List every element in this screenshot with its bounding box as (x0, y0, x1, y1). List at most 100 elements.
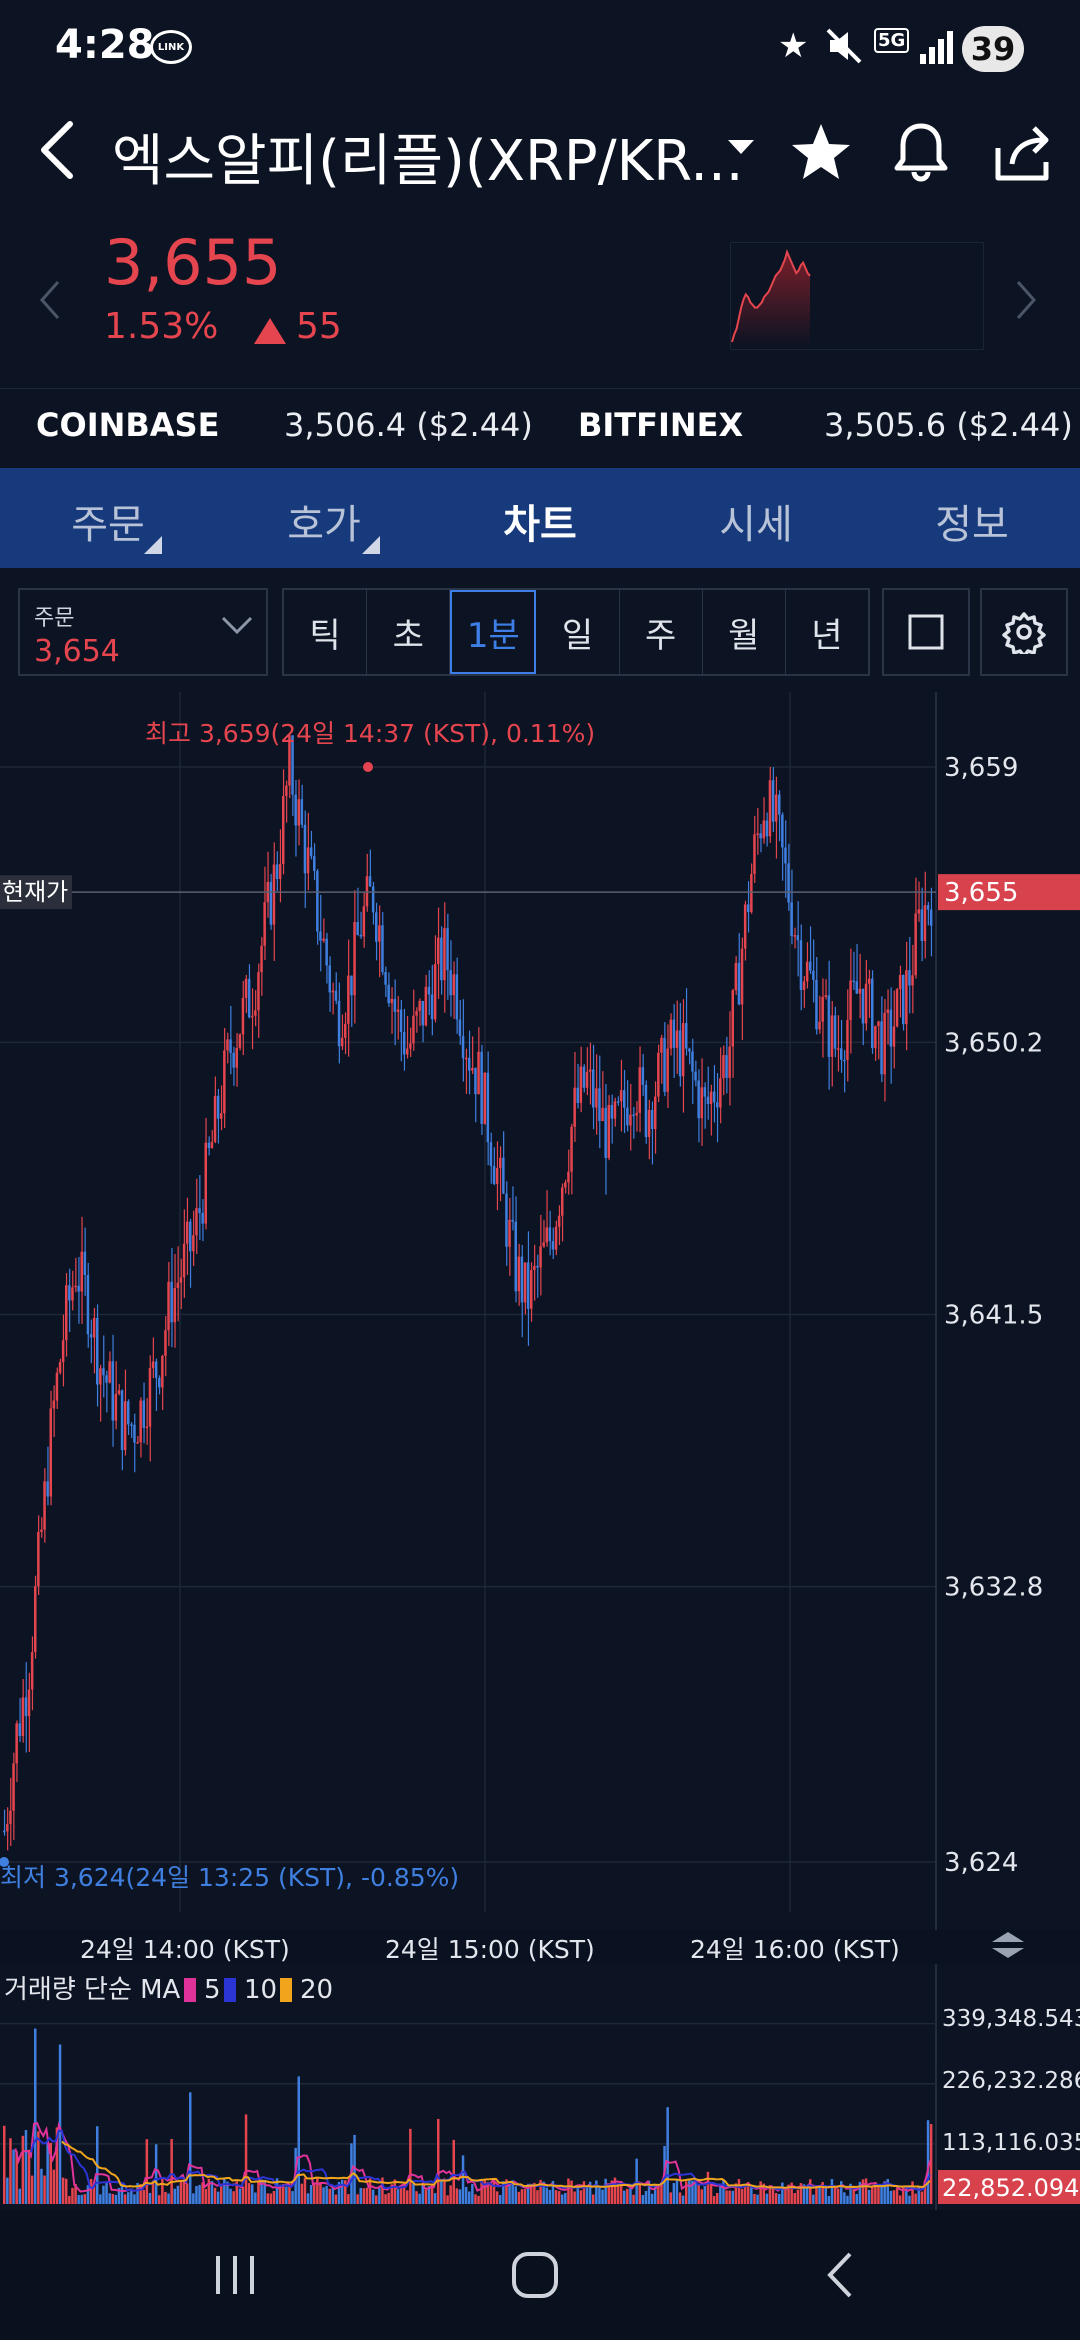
volume-bar (867, 2189, 871, 2204)
volume-bar (778, 2193, 781, 2204)
system-back-icon[interactable] (820, 2250, 860, 2304)
volume-bar (697, 2184, 700, 2204)
volume-bar (216, 2191, 220, 2204)
tab-corner-indicator (362, 536, 380, 554)
time-axis-scale-icon[interactable] (992, 1932, 1024, 1958)
tab-market-price[interactable]: 시세 (719, 502, 793, 548)
previous-coin-button[interactable] (38, 278, 62, 326)
candle (557, 1215, 561, 1227)
triangle-up-icon (254, 318, 286, 344)
back-button[interactable] (34, 118, 84, 182)
volume-bar (762, 2183, 765, 2204)
interval-month[interactable]: 월 (703, 590, 786, 674)
tab-info[interactable]: 정보 (935, 502, 1009, 548)
candle (430, 994, 434, 1020)
candle (805, 961, 809, 982)
time-axis (0, 1930, 1080, 1964)
volume-bar (511, 2180, 514, 2204)
candle (464, 1057, 468, 1060)
price-change-percent: 1.53% (104, 306, 219, 347)
exchange-price-row (0, 388, 1080, 469)
bell-icon[interactable] (886, 118, 956, 188)
volume-bar (824, 2188, 827, 2204)
order-price-select[interactable] (18, 588, 268, 676)
price-change-amount: 55 (296, 306, 342, 347)
interval-second[interactable]: 초 (367, 590, 451, 674)
volume-bar (812, 2194, 815, 2204)
tab-orderbook[interactable]: 호가 (287, 502, 361, 548)
tab-bar (0, 468, 1080, 568)
volume-bar (313, 2182, 316, 2204)
candle (855, 981, 858, 994)
volume-bar (418, 2193, 421, 2204)
interval-1min[interactable]: 1분 (450, 590, 537, 674)
volume-bar (471, 2184, 474, 2204)
candle (709, 1091, 713, 1104)
recent-apps-icon[interactable] (210, 2252, 260, 2302)
price-chart[interactable]: 최고 3,659(24일 14:37 (KST), 0.11%) 최저 3,62… (0, 692, 1080, 2210)
volume-bar (145, 2139, 149, 2204)
candle (753, 834, 756, 874)
volume-bar (536, 2190, 539, 2204)
interval-day[interactable]: 일 (536, 590, 620, 674)
candle (750, 873, 753, 913)
volume-bar (406, 2190, 409, 2204)
volume-bar (309, 2184, 313, 2204)
volume-bar (833, 2185, 837, 2204)
candle (654, 1096, 657, 1129)
volume-bar (520, 2189, 524, 2204)
candle (902, 974, 905, 1025)
home-icon[interactable] (510, 2250, 560, 2304)
candle (337, 1000, 341, 1047)
next-coin-button[interactable] (1014, 278, 1038, 326)
volume-bar (278, 2184, 282, 2204)
volume-bar (260, 2179, 263, 2204)
chevron-down-icon[interactable] (728, 140, 754, 154)
candle (288, 735, 291, 786)
candle (765, 820, 769, 837)
volume-bar (855, 2193, 858, 2204)
fullscreen-toggle-button[interactable] (882, 588, 970, 676)
candle (737, 962, 741, 1005)
volume-bar (774, 2193, 778, 2204)
tab-order[interactable]: 주문 (71, 502, 145, 548)
volume-bar (83, 2194, 87, 2204)
coin-title[interactable]: 엑스알피(리플)(XRP/KR... (112, 129, 744, 194)
volume-bar (58, 2044, 62, 2204)
interval-week[interactable]: 주 (620, 590, 703, 674)
volume-bar (849, 2183, 852, 2204)
volume-bar (291, 2191, 294, 2204)
candle (52, 1400, 56, 1409)
candle (213, 1095, 217, 1142)
volume-bar (886, 2179, 889, 2204)
interval-tick[interactable]: 틱 (284, 590, 368, 674)
volume-bar (340, 2179, 344, 2204)
share-icon[interactable] (988, 118, 1058, 188)
tab-chart[interactable]: 차트 (503, 502, 577, 548)
candle (554, 1226, 558, 1250)
candle (80, 1251, 83, 1292)
volume-bar (353, 2134, 356, 2204)
volume-bar (508, 2181, 511, 2204)
candle (114, 1393, 118, 1421)
volume-bar (285, 2186, 288, 2204)
candle (480, 1051, 483, 1124)
volume-bar (561, 2194, 564, 2204)
interval-year[interactable]: 년 (811, 615, 843, 656)
candle (849, 980, 852, 1021)
candle (734, 962, 738, 991)
chart-settings-button[interactable] (980, 588, 1068, 676)
candle (812, 970, 815, 980)
volume-bar (712, 2196, 716, 2204)
signal-icon (918, 30, 954, 70)
volume-bar (703, 2186, 707, 2204)
candle (446, 928, 449, 971)
volume-bar (892, 2190, 896, 2204)
volume-bar (765, 2193, 769, 2204)
candle (706, 1096, 710, 1104)
candle (406, 1048, 409, 1055)
candle (895, 989, 899, 1027)
candle (477, 1051, 480, 1095)
favorite-star-icon[interactable] (786, 118, 856, 188)
candle (185, 1221, 189, 1244)
